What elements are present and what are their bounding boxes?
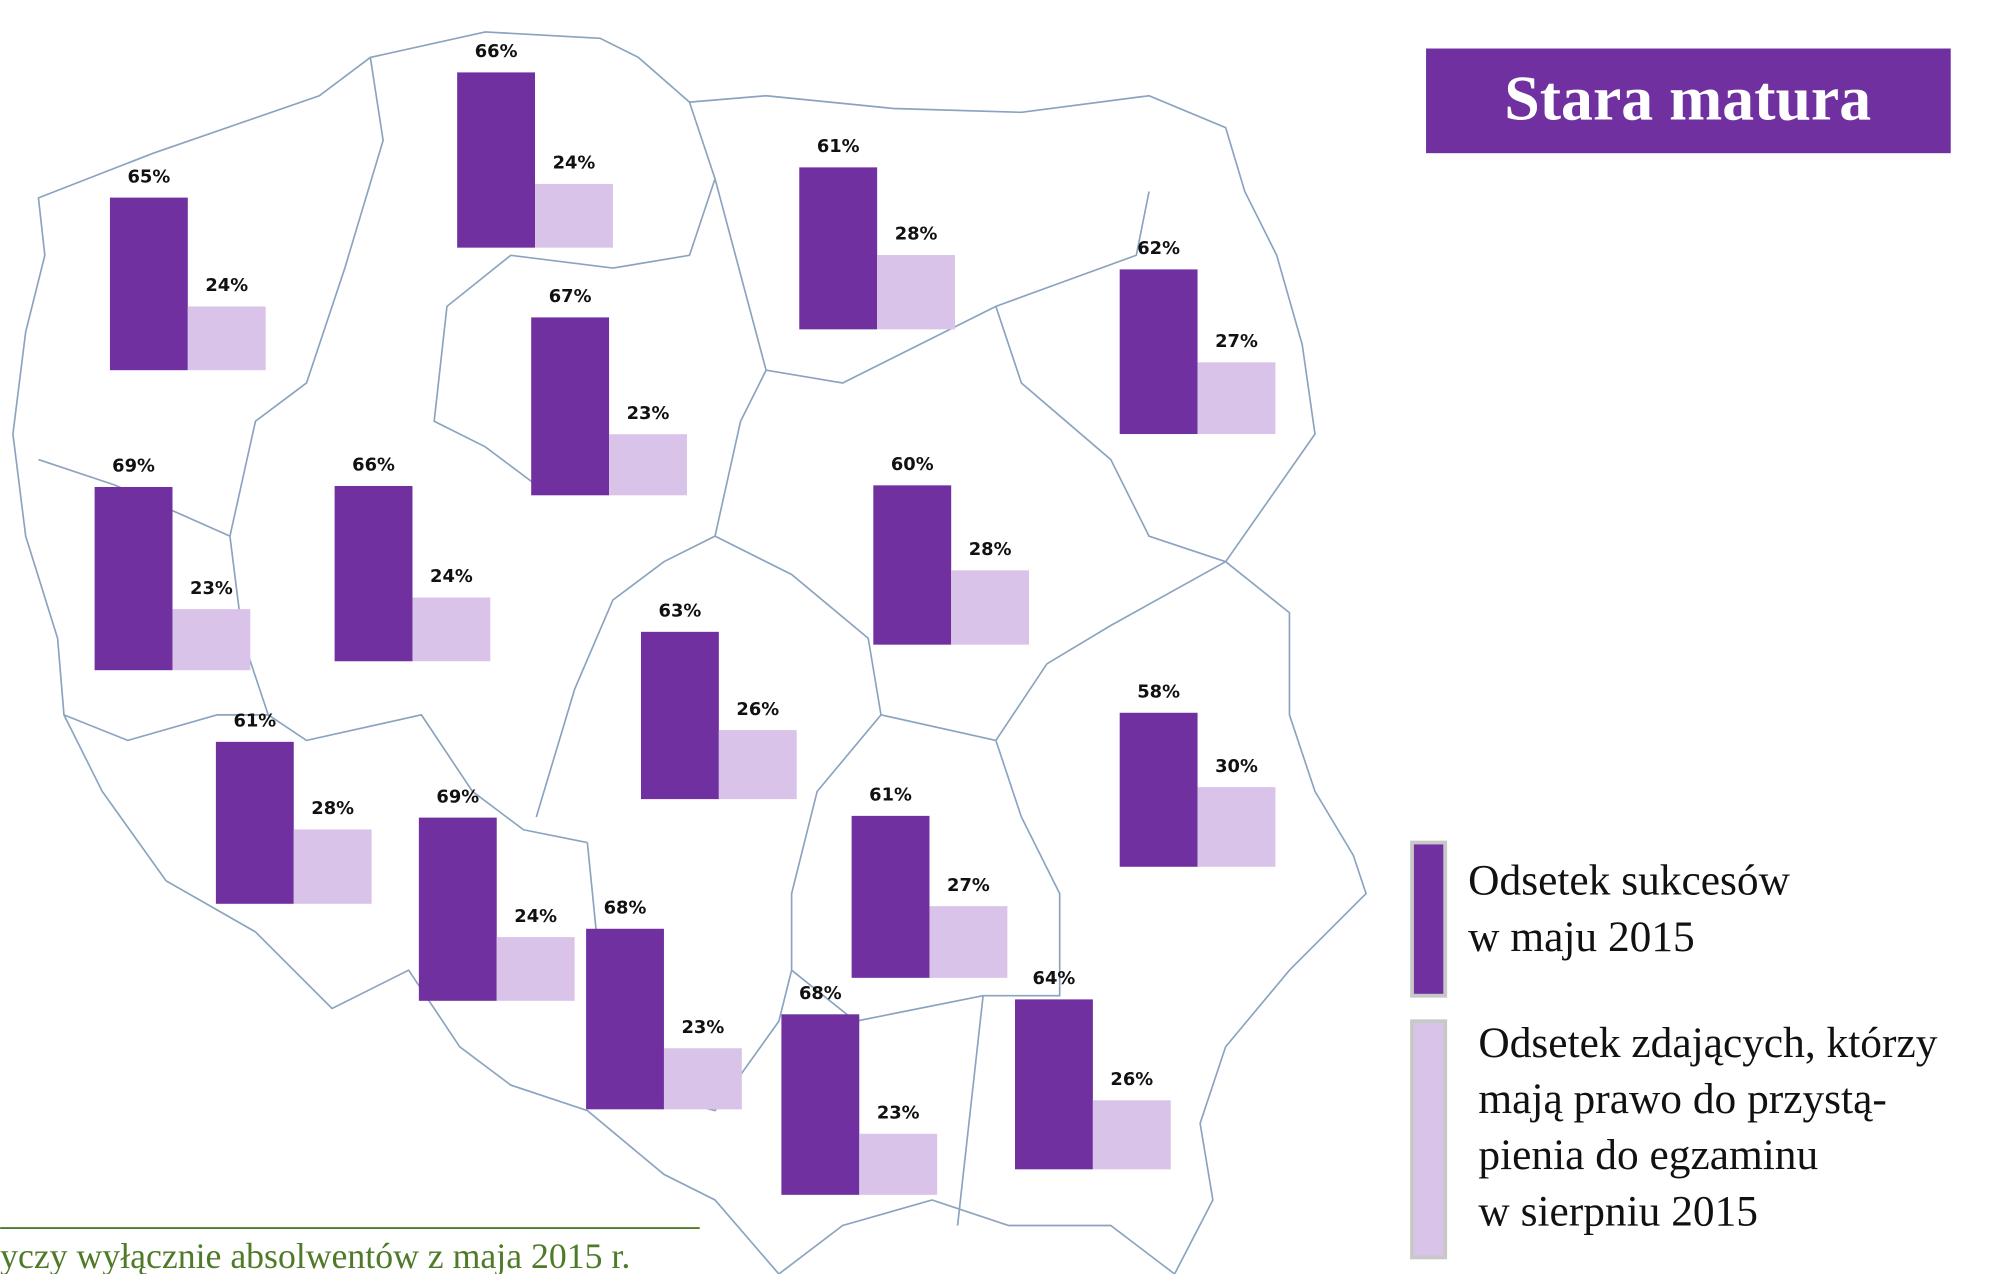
bar <box>94 486 173 671</box>
value-label: 26% <box>1110 1069 1153 1090</box>
bar <box>859 1133 938 1195</box>
value-label: 23% <box>682 1017 725 1038</box>
bar <box>1119 712 1198 867</box>
bar <box>418 817 497 1001</box>
value-label: 61% <box>869 785 912 806</box>
country-outline <box>12 31 1368 1274</box>
legend-label-line: Odsetek sukcesów <box>1468 857 1790 905</box>
bar <box>1015 999 1093 1170</box>
bar <box>334 486 413 662</box>
value-label: 61% <box>233 711 276 732</box>
value-label: 24% <box>553 153 596 174</box>
bar <box>781 1014 860 1195</box>
legend-label-line: w sierpniu 2015 <box>1478 1187 1758 1235</box>
legend-label-line: Odsetek zdających, którzy <box>1478 1019 1937 1067</box>
title-box <box>1426 48 1951 154</box>
value-label: 65% <box>127 166 170 187</box>
legend-label: Odsetek sukcesów w maju 2015 <box>1468 857 1790 961</box>
bar <box>1197 362 1276 435</box>
value-label: 68% <box>799 983 842 1004</box>
bar <box>1119 269 1198 435</box>
value-label: 24% <box>430 566 473 587</box>
bar <box>457 72 536 248</box>
value-label: 23% <box>877 1102 920 1123</box>
value-label: 23% <box>190 578 233 599</box>
value-label: 69% <box>436 786 479 807</box>
value-label: 58% <box>1137 681 1180 702</box>
legend-label-line: mają prawo do przystą- <box>1478 1075 1886 1123</box>
bar <box>172 609 251 671</box>
bar <box>586 928 664 1110</box>
bar <box>109 197 188 371</box>
bar <box>496 937 575 1001</box>
bar <box>293 829 372 904</box>
bar <box>187 306 266 371</box>
bar <box>799 167 878 330</box>
value-label: 28% <box>895 224 938 245</box>
value-label: 60% <box>891 454 934 475</box>
bar <box>531 317 610 496</box>
value-label: 67% <box>549 286 592 307</box>
bar <box>535 183 613 248</box>
bar <box>951 570 1030 645</box>
bar <box>929 906 1008 978</box>
value-label: 24% <box>514 906 557 927</box>
value-label: 23% <box>627 403 670 424</box>
value-label: 30% <box>1215 756 1258 777</box>
bar <box>663 1048 742 1110</box>
value-label: 63% <box>659 601 702 622</box>
footnote: yczy wyłącznie absolwentów z maja 2015 r… <box>0 1236 630 1274</box>
bar <box>873 485 952 645</box>
legend-label-line: pienia do egzaminu <box>1478 1131 1818 1179</box>
value-label: 26% <box>736 699 779 720</box>
value-label: 64% <box>1033 968 1076 989</box>
value-label: 27% <box>1215 331 1258 352</box>
bar <box>1092 1100 1171 1170</box>
title: Stara matura <box>1504 62 1871 133</box>
bar <box>851 815 930 978</box>
legend-label: Odsetek zdających, którzy mają prawo do p… <box>1478 1019 1937 1236</box>
value-label: 66% <box>475 41 518 62</box>
value-label: 28% <box>969 539 1012 560</box>
value-label: 24% <box>205 275 248 296</box>
legend-label-line: w maju 2015 <box>1468 913 1695 961</box>
bar <box>215 741 294 904</box>
bar <box>1197 787 1276 867</box>
bar <box>718 730 797 800</box>
value-label: 68% <box>604 897 647 918</box>
value-label: 61% <box>817 136 860 157</box>
legend-swatch <box>1410 1019 1448 1260</box>
value-label: 69% <box>112 456 155 477</box>
value-label: 62% <box>1137 238 1180 259</box>
bar <box>877 255 956 330</box>
value-label: 66% <box>352 455 395 476</box>
bar <box>609 434 687 496</box>
value-label: 27% <box>947 875 990 896</box>
bar <box>640 631 719 800</box>
value-label: 28% <box>311 798 354 819</box>
bar <box>412 597 491 662</box>
legend-swatch <box>1410 840 1448 998</box>
